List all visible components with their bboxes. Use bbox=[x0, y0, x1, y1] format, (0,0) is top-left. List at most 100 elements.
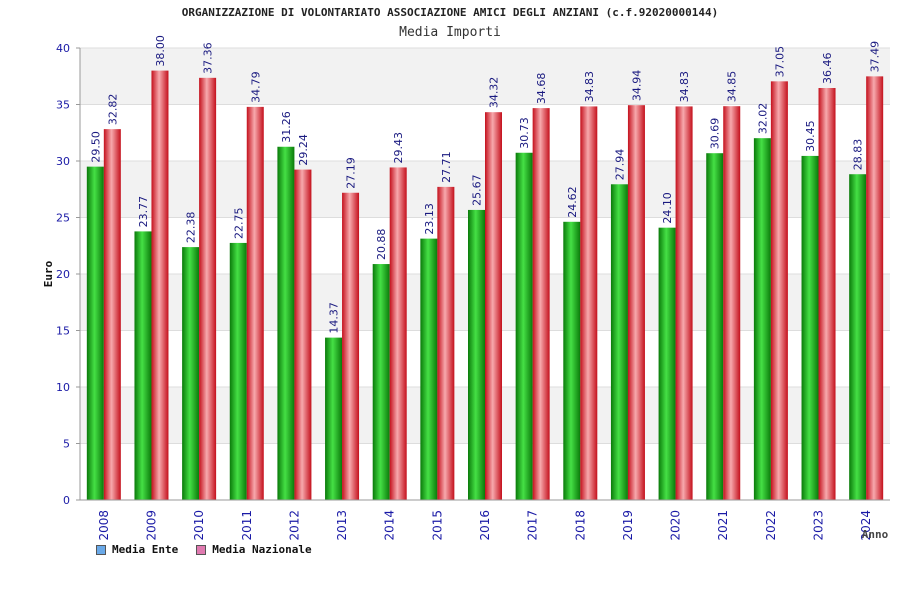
bar-media-ente-2020 bbox=[658, 227, 676, 501]
bar-media-ente-2024 bbox=[849, 174, 867, 500]
value-label-nazionale-2018: 34.83 bbox=[583, 71, 596, 103]
bar-media-nazionale-2023 bbox=[818, 88, 836, 500]
value-label-ente-2009: 23.77 bbox=[137, 196, 150, 228]
value-label-nazionale-2017: 34.68 bbox=[535, 73, 548, 105]
bar-media-ente-2015 bbox=[420, 238, 438, 501]
bar-media-ente-2014 bbox=[372, 264, 390, 500]
value-label-nazionale-2016: 34.32 bbox=[488, 77, 501, 109]
bar-media-nazionale-2018 bbox=[580, 106, 598, 501]
bar-media-ente-2021 bbox=[706, 153, 724, 500]
legend-swatch-nazionale bbox=[196, 544, 207, 555]
bar-media-ente-2023 bbox=[801, 155, 819, 501]
x-tick-label-2018: 2018 bbox=[573, 510, 587, 541]
x-tick-label-2010: 2010 bbox=[192, 510, 206, 541]
y-axis: 0 5 10 15 20 25 30 35 40 bbox=[56, 42, 81, 507]
bar-media-nazionale-2009 bbox=[151, 70, 169, 500]
x-tick-label-2022: 2022 bbox=[764, 510, 778, 541]
legend-item-ente: Media Ente bbox=[96, 543, 178, 556]
y-tick-label: 5 bbox=[63, 438, 70, 451]
x-tick-label-2012: 2012 bbox=[287, 510, 301, 541]
value-label-nazionale-2015: 27.71 bbox=[440, 151, 453, 183]
value-label-nazionale-2020: 34.83 bbox=[678, 71, 691, 103]
bar-media-ente-2011 bbox=[229, 242, 247, 501]
value-label-ente-2008: 29.50 bbox=[89, 131, 102, 163]
x-tick-label-2016: 2016 bbox=[478, 510, 492, 541]
bar-media-nazionale-2013 bbox=[342, 192, 360, 501]
bar-media-nazionale-2015 bbox=[437, 186, 455, 500]
bar-media-ente-2010 bbox=[182, 247, 200, 500]
y-tick-label: 10 bbox=[56, 381, 70, 394]
x-tick-label-2019: 2019 bbox=[621, 510, 635, 541]
y-tick-label: 40 bbox=[56, 42, 70, 55]
x-tick-label-2008: 2008 bbox=[97, 510, 111, 541]
bar-media-ente-2017 bbox=[515, 152, 533, 500]
legend-label-nazionale: Media Nazionale bbox=[212, 543, 312, 556]
bar-media-nazionale-2008 bbox=[103, 129, 121, 500]
bar-media-nazionale-2021 bbox=[723, 106, 741, 500]
value-label-ente-2023: 30.45 bbox=[804, 120, 817, 152]
bar-media-nazionale-2016 bbox=[485, 112, 502, 501]
chart-subtitle: Media Importi bbox=[399, 25, 501, 40]
y-axis-label: Euro bbox=[42, 260, 55, 287]
bar-media-ente-2012 bbox=[277, 146, 295, 500]
x-tick-label-2013: 2013 bbox=[335, 510, 349, 541]
value-label-ente-2018: 24.62 bbox=[566, 186, 579, 218]
value-label-nazionale-2012: 29.24 bbox=[297, 134, 310, 166]
value-label-ente-2010: 22.38 bbox=[185, 212, 198, 244]
bar-media-ente-2018 bbox=[563, 221, 581, 500]
value-label-ente-2020: 24.10 bbox=[661, 192, 674, 224]
bar-media-nazionale-2012 bbox=[294, 169, 312, 500]
value-label-nazionale-2023: 36.46 bbox=[821, 53, 834, 85]
value-label-nazionale-2013: 27.19 bbox=[345, 157, 358, 189]
value-label-nazionale-2008: 32.82 bbox=[106, 94, 119, 126]
bar-media-nazionale-2020 bbox=[675, 106, 693, 501]
y-tick-label: 30 bbox=[56, 155, 70, 168]
x-tick-label-2017: 2017 bbox=[526, 510, 540, 541]
bar-media-ente-2008 bbox=[86, 166, 104, 500]
value-label-ente-2019: 27.94 bbox=[613, 149, 626, 181]
value-label-nazionale-2010: 37.36 bbox=[202, 42, 215, 74]
x-tick-label-2009: 2009 bbox=[144, 510, 158, 541]
value-label-ente-2014: 20.88 bbox=[375, 229, 388, 261]
legend-item-nazionale: Media Nazionale bbox=[196, 543, 312, 556]
x-tick-label-2023: 2023 bbox=[812, 510, 826, 541]
bar-media-nazionale-2019 bbox=[627, 105, 645, 500]
legend: Media Ente Media Nazionale bbox=[96, 543, 312, 556]
value-label-ente-2017: 30.73 bbox=[518, 117, 531, 149]
value-label-nazionale-2014: 29.43 bbox=[392, 132, 405, 164]
y-tick-label: 25 bbox=[56, 212, 70, 225]
value-label-ente-2022: 32.02 bbox=[756, 103, 769, 135]
x-axis-label: Anno bbox=[862, 528, 889, 541]
value-label-nazionale-2021: 34.85 bbox=[726, 71, 739, 103]
bar-media-ente-2019 bbox=[610, 184, 628, 500]
bar-media-ente-2013 bbox=[325, 337, 343, 500]
value-label-nazionale-2019: 34.94 bbox=[630, 70, 643, 102]
value-label-nazionale-2011: 34.79 bbox=[249, 71, 262, 103]
value-label-nazionale-2022: 37.05 bbox=[773, 46, 786, 78]
bar-media-ente-2009 bbox=[134, 231, 152, 501]
x-axis: 2008 2009 2010 2011 2012 2013 2014 2015 2016 2017… bbox=[80, 499, 890, 541]
value-label-ente-2011: 22.75 bbox=[232, 207, 245, 239]
bar-media-nazionale-2014 bbox=[389, 167, 407, 501]
bar-media-ente-2022 bbox=[753, 138, 771, 500]
y-tick-label: 20 bbox=[56, 268, 70, 281]
legend-swatch-ente bbox=[96, 544, 106, 555]
y-tick-label: 0 bbox=[63, 494, 70, 507]
bar-media-nazionale-2010 bbox=[199, 77, 217, 500]
value-label-ente-2016: 25.67 bbox=[471, 174, 484, 206]
value-label-ente-2024: 28.83 bbox=[852, 139, 865, 171]
bar-media-nazionale-2024 bbox=[866, 76, 884, 500]
value-label-ente-2021: 30.69 bbox=[709, 118, 722, 150]
bar-media-nazionale-2017 bbox=[532, 108, 550, 500]
value-label-ente-2012: 31.26 bbox=[280, 111, 293, 143]
value-label-nazionale-2024: 37.49 bbox=[869, 41, 882, 73]
y-tick-label: 15 bbox=[56, 325, 70, 338]
x-tick-label-2014: 2014 bbox=[383, 510, 397, 541]
x-tick-label-2015: 2015 bbox=[430, 510, 444, 541]
value-label-ente-2015: 23.13 bbox=[423, 203, 436, 235]
x-tick-label-2011: 2011 bbox=[240, 510, 254, 541]
value-label-ente-2013: 14.37 bbox=[328, 302, 341, 334]
bars: 29.50 32.82 23.77 38.00 22.38 37.36 22.75 34.79… bbox=[86, 35, 884, 501]
chart-title: ORGANIZZAZIONE DI VOLONTARIATO ASSOCIAZI… bbox=[181, 6, 719, 19]
